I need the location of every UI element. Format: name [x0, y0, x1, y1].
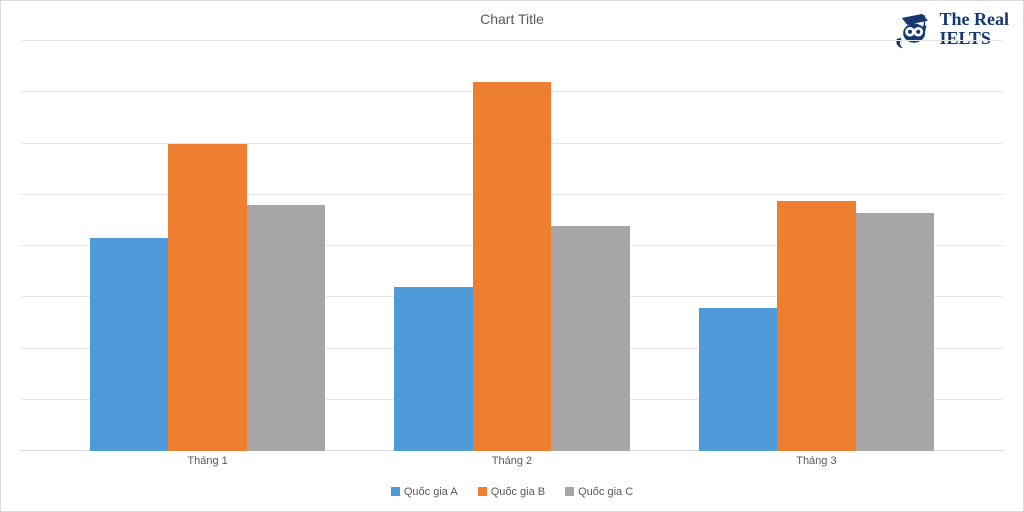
bar: [856, 213, 935, 451]
legend-label: Quốc gia B: [491, 486, 545, 498]
bar: [394, 287, 473, 451]
bar: [777, 201, 856, 451]
category-labels-row: Tháng 1 Tháng 2 Tháng 3: [21, 455, 1003, 471]
legend-swatch: [565, 487, 574, 496]
bar: [699, 308, 778, 452]
legend: Quốc gia A Quốc gia B Quốc gia C: [1, 486, 1023, 500]
bar: [473, 82, 552, 451]
category-label: Tháng 2: [394, 455, 630, 467]
bar: [247, 205, 326, 451]
bar-chart: Chart Title The Real IELTS: [0, 0, 1024, 512]
grid-line: [21, 40, 1003, 41]
brand-text-line1: The Real: [940, 10, 1010, 29]
category-label: Tháng 1: [90, 455, 326, 467]
bar: [90, 238, 169, 451]
category-label: Tháng 3: [699, 455, 935, 467]
legend-swatch: [391, 487, 400, 496]
legend-item: Quốc gia B: [478, 486, 545, 498]
legend-swatch: [478, 487, 487, 496]
bar: [168, 144, 247, 452]
plot-area: [21, 41, 1003, 451]
legend-item: Quốc gia A: [391, 486, 458, 498]
legend-label: Quốc gia A: [404, 486, 458, 498]
bar: [551, 226, 630, 452]
chart-title: Chart Title: [1, 11, 1023, 27]
legend-label: Quốc gia C: [578, 486, 633, 498]
legend-item: Quốc gia C: [565, 486, 633, 498]
